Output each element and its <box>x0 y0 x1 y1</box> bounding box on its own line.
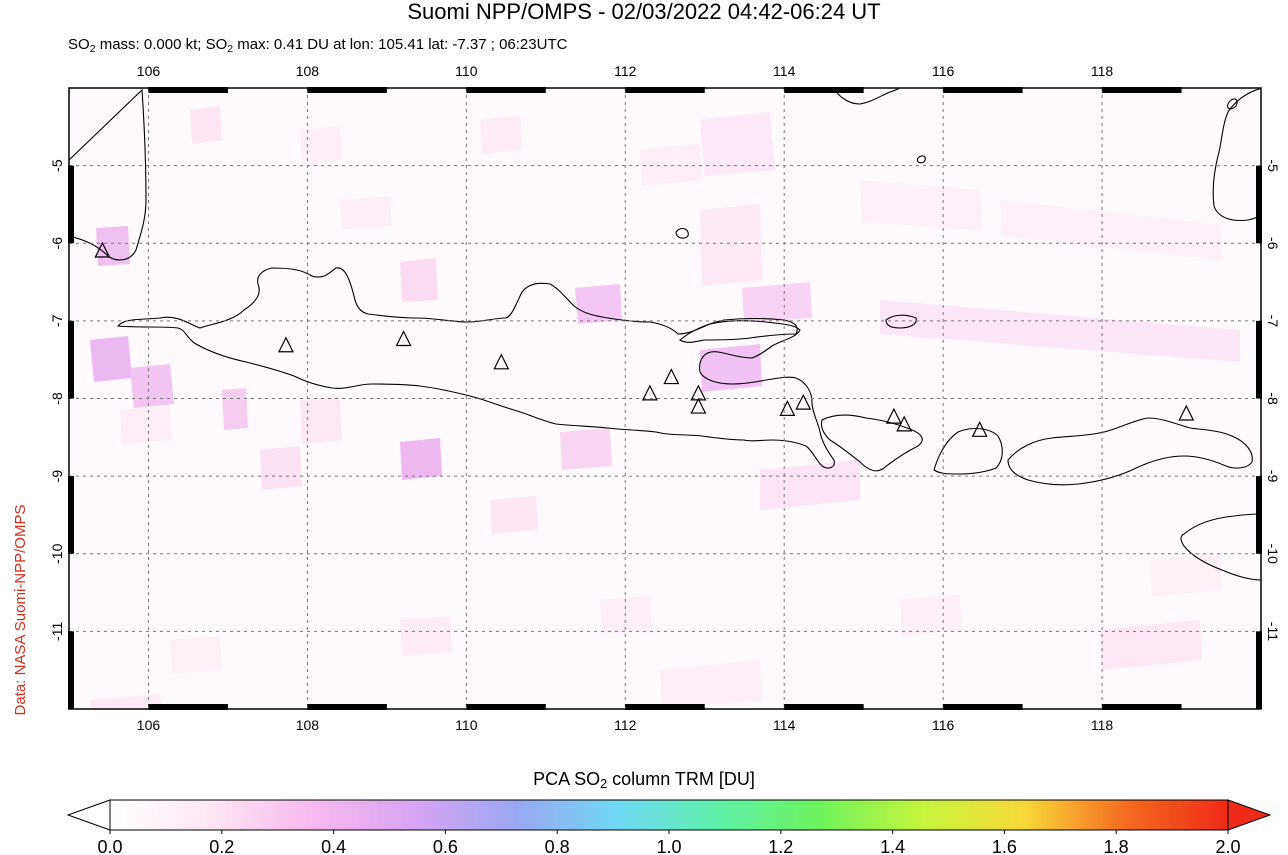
lon-tick-label-top: 108 <box>296 63 320 79</box>
frame-bar-top <box>148 87 228 93</box>
lat-tick-label-right: -8 <box>1265 392 1281 405</box>
triangle-icon <box>896 415 913 432</box>
colorbar: 0.0 0.2 0.4 0.6 0.8 1.0 1.2 1.4 1.6 1.8 2.0 <box>66 799 1272 855</box>
kangean-coast <box>885 314 917 329</box>
colorbar-tick-label: 1.0 <box>656 837 681 855</box>
frame-bar-top <box>625 87 705 93</box>
triangle-icon <box>663 368 680 385</box>
frame-tick-bars <box>68 87 1262 710</box>
bali-coast <box>820 414 923 472</box>
frame-bar-right <box>1256 320 1262 399</box>
colorbar-gradient <box>109 799 1229 831</box>
lon-tick-label-top: 114 <box>773 63 796 79</box>
frame-bar-bottom <box>625 704 705 710</box>
lat-tick-label-right: -7 <box>1265 315 1281 328</box>
lat-tick-label-left: -11 <box>49 622 65 641</box>
lat-tick-label-right: -9 <box>1265 470 1281 483</box>
small-isle <box>916 155 926 164</box>
lat-tick-label-left: -8 <box>49 392 65 405</box>
lon-tick-label-top: 112 <box>614 63 637 79</box>
madura-coast <box>679 317 798 343</box>
lon-tick-label-bottom: 114 <box>773 717 796 733</box>
colorbar-tick-label: 0.8 <box>545 837 570 855</box>
lon-tick-label-bottom: 112 <box>614 717 637 733</box>
map-title: Suomi NPP/OMPS - 02/03/2022 04:42-06:24 … <box>407 0 881 24</box>
frame-bar-left <box>68 476 74 554</box>
colorbar-tick-label: 0.2 <box>209 837 234 855</box>
colorbar-label: PCA SO2 column TRM [DU] <box>533 769 755 791</box>
volcano-layer <box>94 241 1195 437</box>
frame-bar-top <box>943 87 1023 93</box>
frame-bar-top <box>307 87 387 93</box>
frame-bar-left <box>68 165 74 244</box>
colorbar-tick-label: 1.2 <box>768 837 793 855</box>
frame-bar-bottom <box>784 704 864 710</box>
lon-tick-label-bottom: 106 <box>137 717 161 733</box>
java-coast <box>116 267 835 469</box>
lat-tick-label-left: -10 <box>49 543 65 563</box>
lon-tick-label-top: 116 <box>932 63 955 79</box>
colorbar-tick-label: 2.0 <box>1215 837 1240 855</box>
colorbar-tick-label: 1.4 <box>880 837 905 855</box>
frame-bar-top <box>1102 87 1182 93</box>
colorbar-overflow-arrow <box>1227 799 1272 831</box>
frame-bar-bottom <box>307 704 387 710</box>
frame-bar-top <box>466 87 546 93</box>
frame-bar-bottom <box>943 704 1023 710</box>
triangle-icon <box>885 407 902 424</box>
triangle-icon <box>795 393 812 410</box>
lat-tick-label-right: -10 <box>1265 544 1281 564</box>
triangle-icon <box>971 420 988 437</box>
lon-tick-label-bottom: 116 <box>932 717 955 733</box>
frame-bar-bottom <box>466 704 546 710</box>
colorbar-tick-label: 1.8 <box>1104 837 1129 855</box>
frame-bar-bottom <box>148 704 228 710</box>
lon-tick-label-bottom: 110 <box>455 717 478 733</box>
colorbar-tick-label: 0.6 <box>433 837 458 855</box>
triangle-icon <box>690 397 707 414</box>
lon-tick-label-top: 118 <box>1091 63 1114 79</box>
gridlines <box>69 88 1261 709</box>
triangle-icon <box>779 400 796 416</box>
lat-tick-label-right: -5 <box>1265 159 1281 172</box>
coastline-layer <box>69 88 1261 581</box>
frame-bar-bottom <box>1102 704 1182 710</box>
frame-bar-left <box>68 320 74 399</box>
frame-bar-left <box>68 631 74 709</box>
sumbawa-coast <box>1007 417 1253 486</box>
lat-tick-label-left: -7 <box>49 314 65 327</box>
triangle-icon <box>395 330 412 347</box>
bawean-coast <box>675 227 689 239</box>
small-isle <box>1227 98 1238 110</box>
lombok-coast <box>933 427 1003 475</box>
lat-tick-label-right: -11 <box>1265 622 1281 641</box>
lon-tick-label-top: 106 <box>137 63 161 79</box>
lat-tick-label-left: -9 <box>49 470 65 483</box>
colorbar-underflow-arrow <box>66 799 111 831</box>
triangle-icon <box>493 353 510 370</box>
colorbar-tick-label: 0.4 <box>321 837 346 855</box>
frame-bar-top <box>784 87 864 93</box>
triangle-icon <box>94 241 111 258</box>
lat-tick-label-left: -6 <box>49 237 65 250</box>
frame-bar-right <box>1256 631 1262 709</box>
colorbar-tick-label: 0.0 <box>97 837 122 855</box>
lon-tick-label-bottom: 108 <box>296 717 320 733</box>
lat-tick-label-left: -5 <box>49 159 65 172</box>
lat-tick-label-right: -6 <box>1265 237 1281 250</box>
frame-bar-right <box>1256 476 1262 554</box>
sumba-coast <box>1180 513 1261 581</box>
triangle-icon <box>1178 404 1195 421</box>
sumatra-coast <box>69 88 147 261</box>
triangle-icon <box>277 336 294 353</box>
so2-stats-line: SO2 mass: 0.000 kt; SO2 max: 0.41 DU at … <box>68 36 568 55</box>
triangle-icon <box>641 384 658 401</box>
frame-bar-right <box>1256 165 1262 244</box>
lon-tick-label-bottom: 118 <box>1091 717 1114 733</box>
colorbar-tick-label: 1.6 <box>992 837 1017 855</box>
axis-labels: 106 106 108 108 110 110 112 112 114 114 116 116 118 1… <box>49 63 1281 733</box>
borneo-coast <box>833 88 901 105</box>
lon-tick-label-top: 110 <box>455 63 478 79</box>
